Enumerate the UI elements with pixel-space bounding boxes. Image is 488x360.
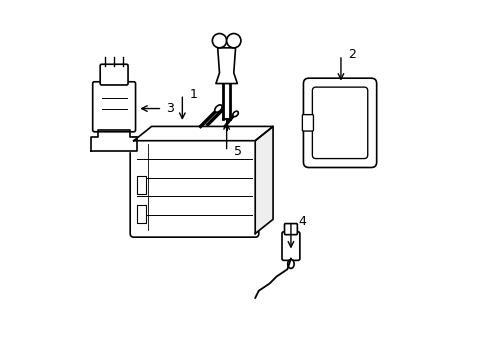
Text: 4: 4 — [298, 215, 305, 228]
Polygon shape — [134, 126, 272, 141]
Bar — [137, 205, 146, 223]
Text: 3: 3 — [165, 102, 173, 115]
Ellipse shape — [232, 111, 238, 117]
Ellipse shape — [287, 260, 294, 269]
Polygon shape — [216, 48, 237, 84]
FancyBboxPatch shape — [312, 87, 367, 158]
Text: 5: 5 — [233, 145, 241, 158]
FancyBboxPatch shape — [100, 64, 128, 85]
Ellipse shape — [224, 130, 229, 134]
Polygon shape — [91, 130, 137, 152]
FancyBboxPatch shape — [302, 114, 313, 131]
Bar — [137, 176, 146, 194]
FancyBboxPatch shape — [282, 232, 299, 260]
FancyBboxPatch shape — [93, 82, 135, 132]
Ellipse shape — [214, 105, 222, 112]
Text: 1: 1 — [189, 88, 197, 101]
Text: 2: 2 — [347, 49, 355, 62]
FancyBboxPatch shape — [130, 137, 258, 237]
FancyBboxPatch shape — [284, 224, 297, 235]
Ellipse shape — [226, 33, 241, 48]
Polygon shape — [255, 126, 272, 234]
Ellipse shape — [212, 33, 226, 48]
FancyBboxPatch shape — [303, 78, 376, 167]
